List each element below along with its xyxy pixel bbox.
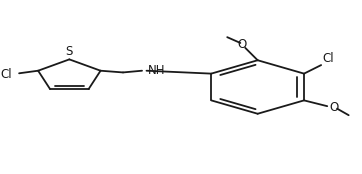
Text: S: S — [66, 45, 73, 58]
Text: Cl: Cl — [323, 52, 334, 65]
Text: NH: NH — [148, 64, 166, 77]
Text: O: O — [329, 101, 338, 114]
Text: O: O — [237, 38, 247, 51]
Text: Cl: Cl — [0, 68, 12, 81]
